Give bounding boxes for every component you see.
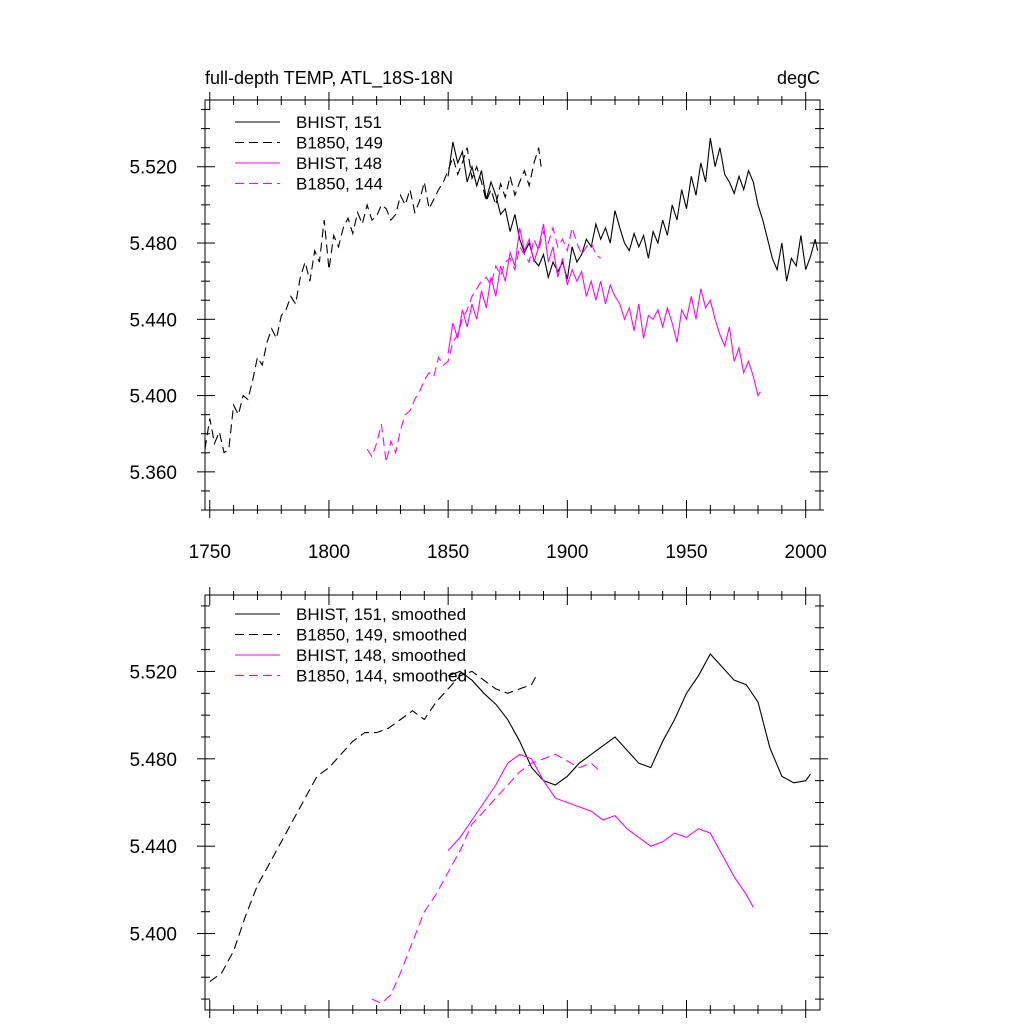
legend-label: B1850, 149	[296, 134, 383, 153]
series-line-4	[371, 753, 602, 1005]
y-tick-label: 5.480	[129, 234, 177, 255]
top-panel: full-depth TEMP, ATL_18S-18N degC 1750 18…	[129, 68, 828, 563]
bottom-panel: 5.400 5.440 5.480 5.520 BHIST, 151, smoothe…	[129, 587, 828, 1018]
legend-label: B1850, 144	[296, 175, 383, 194]
legend-label: BHIST, 148	[296, 154, 382, 173]
x-tick-label: 1900	[546, 542, 588, 563]
series-line-1	[447, 138, 819, 282]
y-tick-label: 5.440	[129, 837, 177, 858]
series-line-1	[447, 653, 811, 786]
top-series-lines	[205, 138, 819, 463]
y-tick-label: 5.360	[129, 463, 177, 484]
legend-label: B1850, 149, smoothed	[296, 626, 467, 645]
y-tick-label: 5.400	[129, 387, 177, 408]
y-tick-label: 5.520	[129, 662, 177, 683]
x-tick-label: 1750	[189, 542, 231, 563]
legend-label: BHIST, 151	[296, 113, 382, 132]
y-tick-label: 5.400	[129, 925, 177, 946]
series-line-3	[447, 223, 761, 397]
top-plot-frame	[204, 99, 821, 511]
y-tick-label: 5.440	[129, 310, 177, 331]
y-tick-label: 5.480	[129, 750, 177, 771]
y-tick-label: 5.520	[129, 158, 177, 179]
bottom-axis-ticks: 5.400 5.440 5.480 5.520	[129, 587, 828, 1018]
legend-label: BHIST, 151, smoothed	[296, 605, 466, 624]
chart-title: full-depth TEMP, ATL_18S-18N	[205, 68, 453, 89]
x-tick-label: 1950	[665, 542, 707, 563]
series-line-4	[366, 225, 602, 463]
top-axis-ticks: 1750 1800 1850 1900 1950 2000 5.360 5.400 5.440 5…	[129, 92, 828, 563]
series-line-3	[447, 753, 754, 908]
legend-label: B1850, 144, smoothed	[296, 667, 467, 686]
series-line-2	[205, 147, 542, 454]
bottom-series-lines	[209, 653, 811, 1005]
x-tick-label: 2000	[785, 542, 827, 563]
series-line-2	[209, 670, 537, 983]
x-tick-label: 1850	[427, 542, 469, 563]
legend-label: BHIST, 148, smoothed	[296, 646, 466, 665]
bottom-legend: BHIST, 151, smoothed B1850, 149, smoothed…	[235, 605, 467, 686]
x-tick-label: 1800	[308, 542, 350, 563]
units-label: degC	[777, 68, 820, 88]
